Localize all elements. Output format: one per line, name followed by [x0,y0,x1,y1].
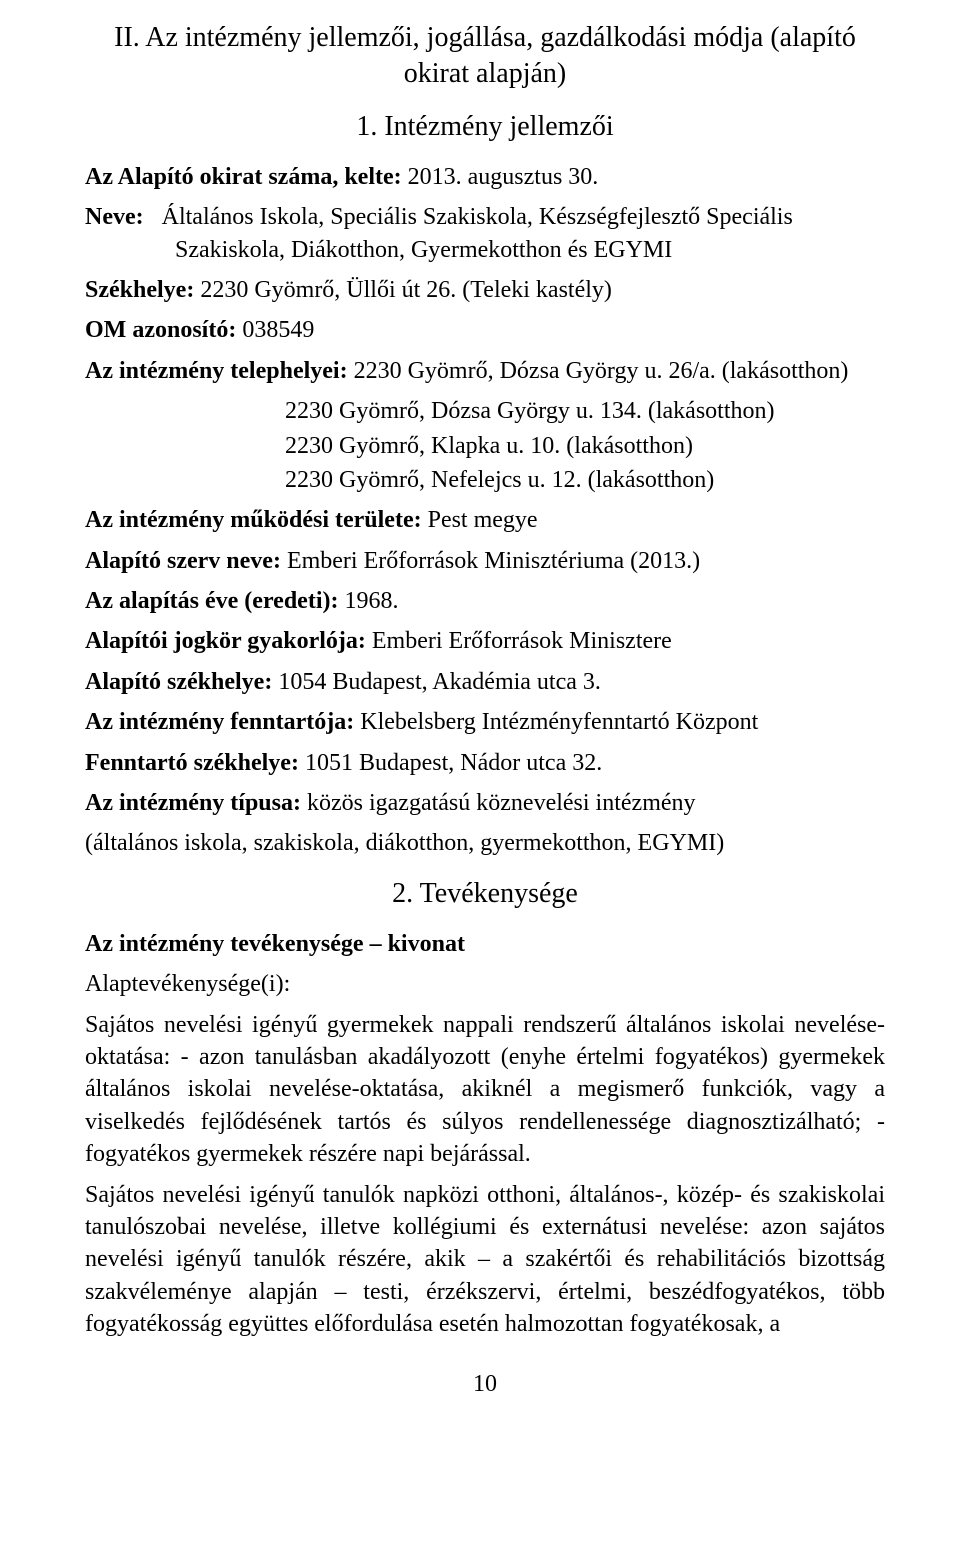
inst-type-paren: (általános iskola, szakiskola, diákottho… [85,827,885,859]
inst-type-line: Az intézmény típusa: közös igazgatású kö… [85,787,885,819]
subsection-2-title: 2. Tevékenysége [85,878,885,910]
founder-seat-value: 1054 Budapest, Akadémia utca 3. [278,669,601,695]
operating-area-value: Pest megye [428,507,538,533]
om-id-label: OM azonosító: [85,317,236,343]
seat-line: Székhelye: 2230 Gyömrő, Üllői út 26. (Te… [85,274,885,306]
operating-area-line: Az intézmény működési területe: Pest meg… [85,504,885,536]
site-3: 2230 Gyömrő, Klapka u. 10. (lakásotthon) [285,430,885,462]
om-id-line: OM azonosító: 038549 [85,314,885,346]
seat-value: 2230 Gyömrő, Üllői út 26. (Teleki kastél… [200,277,612,303]
maintainer-seat-value: 1051 Budapest, Nádor utca 32. [305,750,602,776]
sites-label: Az intézmény telephelyei: [85,358,348,384]
seat-label: Székhelye: [85,277,194,303]
subsection-1-title: 1. Intézmény jellemzői [85,111,885,143]
name-line-2: Szakiskola, Diákotthon, Gyermekotthon és… [85,234,885,266]
founder-seat-line: Alapító székhelye: 1054 Budapest, Akadém… [85,666,885,698]
name-label: Neve: [85,204,144,230]
activity-header-text: Az intézmény tevékenysége – kivonat [85,931,465,957]
founder-name-value: Emberi Erőforrások Minisztériuma (2013.) [287,548,700,574]
activity-para-1: Sajátos nevelési igényű gyermekek nappal… [85,1009,885,1171]
founding-doc-value: 2013. augusztus 30. [408,164,599,190]
sites-indent-block: 2230 Gyömrő, Dózsa György u. 134. (lakás… [85,395,885,496]
activity-para-2: Sajátos nevelési igényű tanulók napközi … [85,1179,885,1341]
operating-area-label: Az intézmény működési területe: [85,507,422,533]
site-1: 2230 Gyömrő, Dózsa György u. 26/a. (laká… [354,358,849,384]
document-page: II. Az intézmény jellemzői, jogállása, g… [0,0,960,1418]
site-4: 2230 Gyömrő, Nefelejcs u. 12. (lakásotth… [285,464,885,496]
inst-type-value: közös igazgatású köznevelési intézmény [307,790,696,816]
founding-year-value: 1968. [344,588,398,614]
founder-rights-line: Alapítói jogkör gyakorlója: Emberi Erőfo… [85,625,885,657]
founding-year-label: Az alapítás éve (eredeti): [85,588,338,614]
founder-rights-label: Alapítói jogkör gyakorlója: [85,628,366,654]
founding-year-line: Az alapítás éve (eredeti): 1968. [85,585,885,617]
section-title: II. Az intézmény jellemzői, jogállása, g… [85,20,885,93]
maintainer-seat-label: Fenntartó székhelye: [85,750,299,776]
maintainer-label: Az intézmény fenntartója: [85,709,354,735]
institution-name-block: Neve: Általános Iskola, Speciális Szakis… [85,201,885,266]
founding-doc-line: Az Alapító okirat száma, kelte: 2013. au… [85,161,885,193]
founder-name-line: Alapító szerv neve: Emberi Erőforrások M… [85,545,885,577]
name-line-1: Általános Iskola, Speciális Szakiskola, … [162,204,793,230]
founder-seat-label: Alapító székhelye: [85,669,272,695]
founder-name-label: Alapító szerv neve: [85,548,281,574]
om-id-value: 038549 [242,317,314,343]
maintainer-line: Az intézmény fenntartója: Klebelsberg In… [85,706,885,738]
activity-sublabel: Alaptevékenysége(i): [85,968,885,1000]
founding-doc-label: Az Alapító okirat száma, kelte: [85,164,402,190]
page-number: 10 [85,1371,885,1398]
maintainer-value: Klebelsberg Intézményfenntartó Központ [360,709,758,735]
inst-type-label: Az intézmény típusa: [85,790,301,816]
founder-rights-value: Emberi Erőforrások Minisztere [372,628,672,654]
site-2: 2230 Gyömrő, Dózsa György u. 134. (lakás… [285,395,885,427]
sites-line-1: Az intézmény telephelyei: 2230 Gyömrő, D… [85,355,885,387]
activity-header: Az intézmény tevékenysége – kivonat [85,928,885,960]
maintainer-seat-line: Fenntartó székhelye: 1051 Budapest, Nádo… [85,747,885,779]
